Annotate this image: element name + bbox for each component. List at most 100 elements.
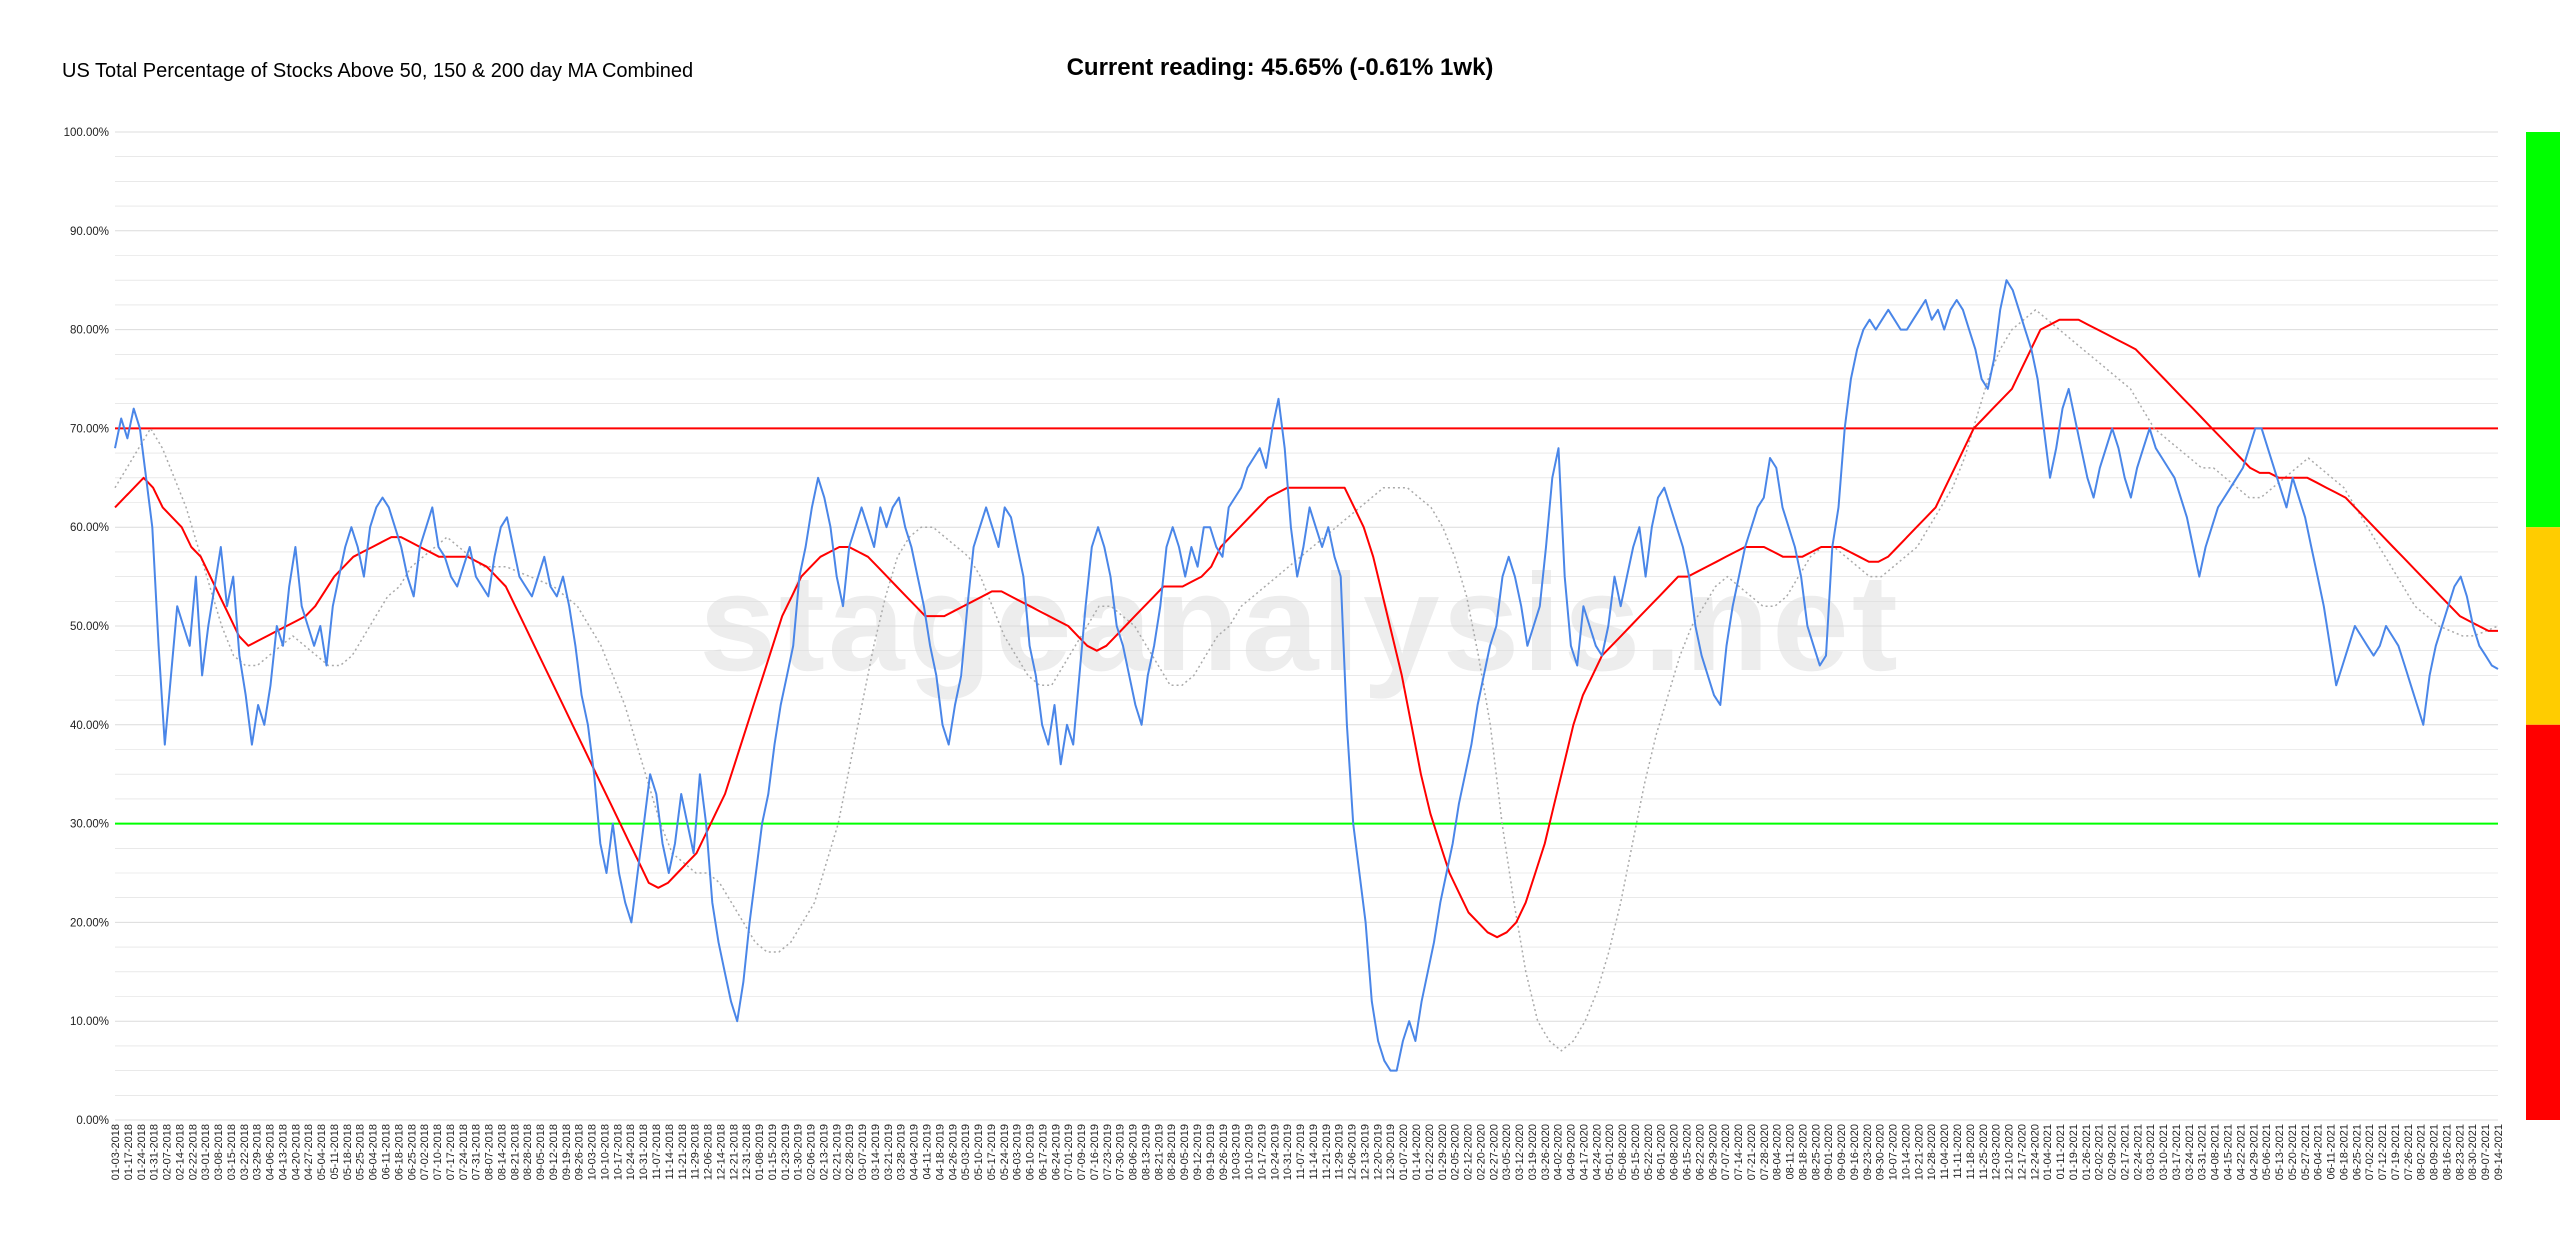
x-tick-label: 10-24-2019 <box>1269 1124 1281 1180</box>
x-tick-label: 03-10-2021 <box>2158 1124 2170 1180</box>
x-tick-label: 11-04-2020 <box>1939 1124 1951 1179</box>
x-tick-label: 11-11-2020 <box>1952 1124 1964 1179</box>
x-tick-label: 05-18-2018 <box>342 1124 354 1180</box>
x-tick-label: 12-13-2019 <box>1359 1124 1371 1180</box>
x-tick-label: 05-15-2020 <box>1630 1124 1642 1180</box>
x-tick-label: 08-21-2018 <box>509 1124 521 1180</box>
x-tick-label: 04-22-2021 <box>2235 1124 2247 1180</box>
x-tick-label: 02-17-2021 <box>2119 1124 2131 1180</box>
x-tick-label: 05-04-2018 <box>316 1124 328 1180</box>
x-tick-label: 01-22-2020 <box>1424 1124 1436 1180</box>
band-neutral <box>2526 527 2560 725</box>
x-tick-label: 06-04-2021 <box>2313 1124 2325 1180</box>
x-tick-label: 08-07-2018 <box>484 1124 496 1180</box>
x-tick-label: 05-17-2019 <box>986 1124 998 1180</box>
x-tick-label: 03-28-2019 <box>896 1124 908 1180</box>
x-tick-label: 06-10-2019 <box>1025 1124 1037 1180</box>
y-tick-label: 80.00% <box>70 325 109 337</box>
x-tick-label: 06-11-2021 <box>2326 1124 2338 1179</box>
y-tick-label: 40.00% <box>70 720 109 732</box>
x-tick-label: 08-14-2018 <box>496 1124 508 1180</box>
x-tick-label: 11-14-2018 <box>664 1124 676 1179</box>
x-tick-label: 04-13-2018 <box>277 1124 289 1180</box>
x-tick-label: 02-06-2019 <box>806 1124 818 1180</box>
x-tick-label: 11-25-2020 <box>1978 1124 1990 1179</box>
x-tick-label: 01-19-2021 <box>2068 1124 2080 1180</box>
x-tick-label: 03-26-2020 <box>1540 1124 1552 1180</box>
x-tick-label: 01-14-2020 <box>1411 1124 1423 1180</box>
x-tick-label: 02-27-2020 <box>1488 1124 1500 1180</box>
x-tick-label: 12-06-2018 <box>703 1124 715 1180</box>
x-tick-label: 08-11-2020 <box>1785 1124 1797 1179</box>
x-tick-label: 04-15-2021 <box>2222 1124 2234 1180</box>
x-tick-label: 05-27-2021 <box>2300 1124 2312 1180</box>
x-tick-label: 12-03-2020 <box>1991 1124 2003 1180</box>
x-tick-label: 07-10-2018 <box>432 1124 444 1180</box>
x-tick-label: 03-12-2020 <box>1514 1124 1526 1180</box>
x-tick-label: 08-28-2019 <box>1166 1124 1178 1180</box>
y-tick-label: 70.00% <box>70 423 109 435</box>
x-tick-label: 01-17-2018 <box>123 1124 135 1180</box>
x-tick-label: 10-10-2019 <box>1244 1124 1256 1180</box>
x-tick-label: 02-12-2020 <box>1463 1124 1475 1180</box>
x-tick-label: 11-29-2018 <box>690 1124 702 1179</box>
x-tick-label: 09-09-2020 <box>1836 1124 1848 1180</box>
x-tick-label: 04-26-2019 <box>947 1124 959 1180</box>
x-tick-label: 03-05-2020 <box>1501 1124 1513 1180</box>
x-tick-label: 07-02-2018 <box>419 1124 431 1180</box>
x-tick-label: 10-03-2019 <box>1231 1124 1243 1180</box>
x-tick-label: 07-28-2020 <box>1759 1124 1771 1180</box>
x-tick-label: 01-07-2020 <box>1398 1124 1410 1180</box>
x-tick-label: 12-31-2018 <box>741 1124 753 1180</box>
x-tick-label: 01-03-2018 <box>110 1124 122 1180</box>
x-tick-label: 11-21-2019 <box>1321 1124 1333 1179</box>
x-tick-label: 03-21-2019 <box>883 1124 895 1180</box>
x-tick-label: 07-21-2020 <box>1746 1124 1758 1180</box>
x-tick-label: 02-24-2021 <box>2132 1124 2144 1180</box>
x-tick-label: 01-15-2019 <box>767 1124 779 1180</box>
x-tick-label: 06-18-2018 <box>393 1124 405 1180</box>
x-tick-label: 03-31-2021 <box>2197 1124 2209 1180</box>
chart-title: US Total Percentage of Stocks Above 50, … <box>62 60 694 82</box>
x-tick-label: 11-07-2019 <box>1295 1124 1307 1179</box>
x-tick-label: 03-01-2018 <box>200 1124 212 1180</box>
band-bearish <box>2526 724 2560 1120</box>
x-tick-label: 07-12-2021 <box>2377 1124 2389 1180</box>
x-tick-label: 04-08-2021 <box>2210 1124 2222 1180</box>
x-tick-label: 09-30-2020 <box>1875 1124 1887 1180</box>
x-tick-label: 01-23-2019 <box>780 1124 792 1180</box>
y-tick-label: 50.00% <box>70 621 109 633</box>
x-tick-label: 06-15-2020 <box>1681 1124 1693 1180</box>
x-tick-label: 06-17-2019 <box>1037 1124 1049 1180</box>
x-tick-label: 05-06-2021 <box>2261 1124 2273 1180</box>
x-tick-label: 03-19-2020 <box>1527 1124 1539 1180</box>
y-axis: 0.00% 10.00% 20.00% 30.00% 40.00% 50.00% 60.00… <box>64 127 109 1127</box>
x-tick-label: 10-28-2020 <box>1926 1124 1938 1180</box>
y-tick-label: 0.00% <box>76 1115 109 1127</box>
y-tick-label: 100.00% <box>64 127 109 139</box>
x-tick-label: 06-04-2018 <box>368 1124 380 1180</box>
x-tick-label: 06-18-2021 <box>2338 1124 2350 1180</box>
x-tick-label: 04-18-2019 <box>934 1124 946 1180</box>
x-tick-label: 12-06-2019 <box>1347 1124 1359 1180</box>
x-tick-label: 11-29-2019 <box>1334 1124 1346 1179</box>
x-tick-label: 10-14-2020 <box>1900 1124 1912 1180</box>
x-tick-label: 09-05-2018 <box>535 1124 547 1180</box>
x-tick-label: 08-16-2021 <box>2441 1124 2453 1180</box>
x-tick-label: 08-06-2019 <box>1128 1124 1140 1180</box>
x-tick-label: 06-25-2021 <box>2351 1124 2363 1180</box>
x-tick-label: 07-07-2020 <box>1720 1124 1732 1180</box>
x-tick-label: 04-11-2019 <box>922 1124 934 1179</box>
x-tick-label: 11-18-2020 <box>1965 1124 1977 1179</box>
x-tick-label: 01-29-2020 <box>1437 1124 1449 1180</box>
x-tick-label: 02-28-2019 <box>844 1124 856 1180</box>
x-tick-label: 10-03-2018 <box>587 1124 599 1180</box>
x-tick-label: 05-03-2019 <box>960 1124 972 1180</box>
x-tick-label: 02-07-2018 <box>162 1124 174 1180</box>
x-tick-label: 11-21-2018 <box>677 1124 689 1179</box>
y-tick-label: 60.00% <box>70 522 109 534</box>
x-tick-label: 01-26-2021 <box>2081 1124 2093 1180</box>
x-tick-label: 08-13-2019 <box>1140 1124 1152 1180</box>
x-tick-label: 05-10-2019 <box>973 1124 985 1180</box>
x-tick-label: 06-03-2019 <box>1012 1124 1024 1180</box>
